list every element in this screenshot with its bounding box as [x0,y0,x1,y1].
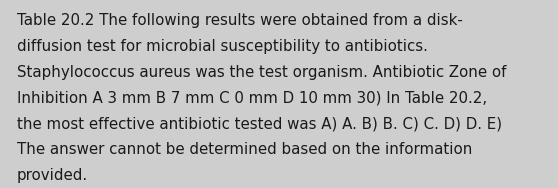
Text: the most effective antibiotic tested was A) A. B) B. C) C. D) D. E): the most effective antibiotic tested was… [17,116,502,131]
Text: provided.: provided. [17,168,88,183]
Text: The answer cannot be determined based on the information: The answer cannot be determined based on… [17,142,472,157]
Text: Inhibition A 3 mm B 7 mm C 0 mm D 10 mm 30) In Table 20.2,: Inhibition A 3 mm B 7 mm C 0 mm D 10 mm … [17,90,487,105]
Text: diffusion test for microbial susceptibility to antibiotics.: diffusion test for microbial susceptibil… [17,39,427,54]
Text: Table 20.2 The following results were obtained from a disk-: Table 20.2 The following results were ob… [17,13,463,28]
Text: Staphylococcus aureus was the test organism. Antibiotic Zone of: Staphylococcus aureus was the test organ… [17,65,506,80]
